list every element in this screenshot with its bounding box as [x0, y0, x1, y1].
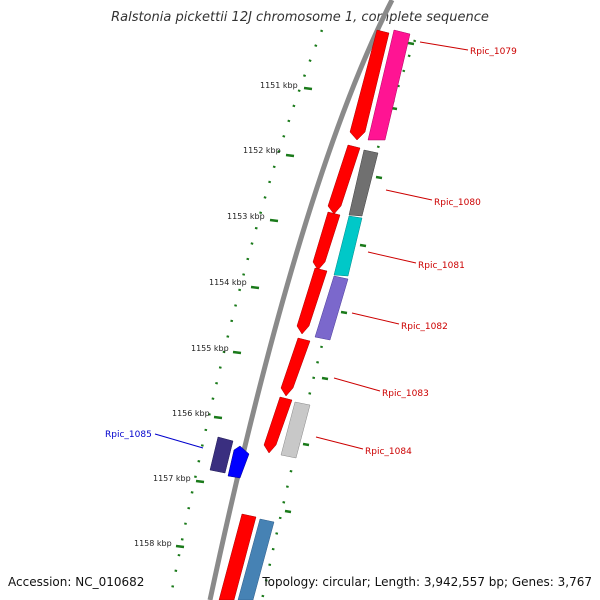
gene-label-rpic-1082: Rpic_1082	[401, 322, 448, 332]
scale-arc	[168, 29, 324, 600]
gene-rpic-1081-block	[333, 215, 363, 277]
accession-text: Accession: NC_010682	[8, 575, 145, 589]
gene-label-rpic-1081: Rpic_1081	[418, 261, 465, 271]
gene-labels: Rpic_1079 Rpic_1080 Rpic_1081 Rpic_1082 …	[105, 41, 517, 457]
cds-arrow	[280, 337, 311, 397]
leader-line	[385, 189, 433, 201]
gene-track	[209, 29, 411, 600]
kbp-ticks: 1151 kbp 1152 kbp 1153 kbp 1154 kbp 1155…	[134, 81, 313, 549]
inner-ticks	[284, 41, 415, 514]
kbp-tick-label: 1156 kbp	[172, 409, 210, 418]
kbp-tick-label: 1157 kbp	[153, 474, 191, 483]
gene-rpic-1084-block	[280, 401, 311, 459]
gene-block	[237, 518, 275, 600]
kbp-tick-mark	[285, 153, 295, 158]
leader-line	[315, 436, 364, 450]
gene-label-rpic-1084: Rpic_1084	[365, 447, 412, 457]
forward-cds-track	[218, 29, 390, 600]
backbone-arc	[207, 0, 395, 600]
cds-arrow	[312, 211, 341, 271]
kbp-tick-label: 1155 kbp	[191, 344, 229, 353]
gene-rpic-1082-block	[314, 275, 349, 341]
leader-line	[419, 41, 469, 51]
kbp-tick-mark	[303, 86, 313, 91]
gene-rpic-1085-block-a	[209, 436, 234, 474]
kbp-tick-label: 1158 kbp	[134, 539, 172, 548]
gene-rpic-1080-block	[348, 149, 379, 217]
leader-line	[351, 312, 400, 325]
cds-arrow	[296, 267, 328, 335]
gene-label-rpic-1083: Rpic_1083	[382, 389, 429, 399]
cds-arrow	[349, 29, 390, 141]
gene-label-rpic-1085: Rpic_1085	[105, 430, 152, 440]
leader-line	[367, 251, 417, 264]
kbp-tick-mark	[175, 544, 185, 549]
kbp-tick-mark	[232, 350, 242, 355]
kbp-tick-mark	[250, 285, 260, 290]
topology-info: Topology: circular; Length: 3,942,557 bp…	[262, 575, 592, 589]
leader-line	[154, 433, 204, 449]
kbp-tick-label: 1151 kbp	[260, 81, 298, 90]
gene-rpic-1085-block-b	[227, 445, 250, 479]
cds-arrow	[263, 396, 293, 454]
kbp-tick-mark	[213, 415, 223, 420]
gene-label-rpic-1080: Rpic_1080	[434, 198, 481, 208]
kbp-tick-label: 1153 kbp	[227, 212, 265, 221]
cds-arrow	[218, 513, 257, 600]
kbp-tick-mark	[195, 479, 205, 484]
map-title: Ralstonia pickettii 12J chromosome 1, co…	[111, 10, 489, 25]
gene-rpic-1079-block	[367, 29, 411, 141]
cds-arrow	[327, 144, 361, 215]
leader-line	[333, 377, 381, 392]
gene-label-rpic-1079: Rpic_1079	[470, 47, 517, 57]
inner-scale-arc	[260, 39, 417, 600]
kbp-tick-label: 1152 kbp	[243, 146, 281, 155]
kbp-tick-mark	[269, 218, 279, 223]
kbp-tick-label: 1154 kbp	[209, 278, 247, 287]
